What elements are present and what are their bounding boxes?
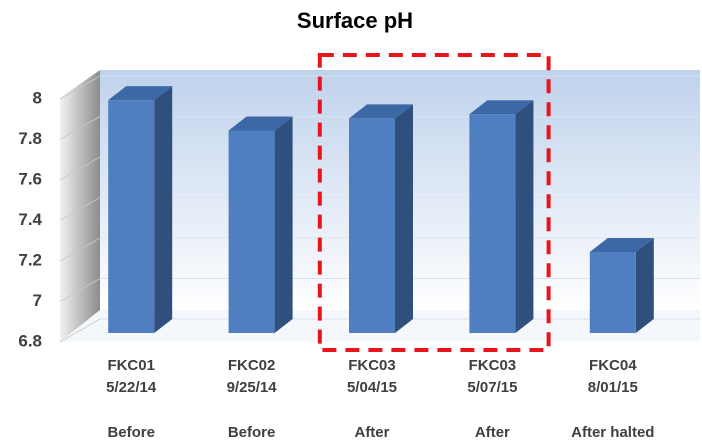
highlight-box — [317, 53, 551, 352]
bar-front — [228, 130, 275, 333]
x-tick-label: FKC01 — [107, 357, 155, 374]
bar-side — [515, 100, 534, 333]
grid-line — [59, 197, 101, 221]
y-tick-label: 7.4 — [18, 210, 42, 229]
group-label: Before — [107, 424, 155, 441]
bar-top — [349, 104, 413, 119]
bar — [589, 238, 654, 333]
x-tick-label: 9/25/14 — [227, 379, 278, 396]
bar-side — [154, 86, 173, 333]
bar-top — [469, 100, 534, 115]
y-tick-label: 7.2 — [18, 250, 42, 269]
y-tick-label: 6.8 — [18, 331, 42, 350]
y-tick-label: 8 — [33, 88, 42, 107]
bar-front — [469, 114, 516, 333]
y-tick-label: 7.8 — [18, 129, 42, 148]
bar-front — [589, 252, 636, 333]
y-tick-label: 7 — [33, 291, 42, 310]
x-tick-label: FKC03 — [469, 357, 517, 374]
group-label: Before — [228, 424, 276, 441]
bar-side — [635, 238, 654, 333]
group-label: After — [475, 424, 510, 441]
bar — [469, 100, 534, 333]
grid-line — [59, 278, 101, 302]
chart-title: Surface pH — [297, 8, 413, 33]
bar-front — [108, 100, 155, 333]
bar-top — [108, 86, 173, 101]
grid-line — [59, 156, 101, 181]
bar-side — [395, 104, 413, 333]
bar-top — [589, 238, 654, 252]
x-tick-label: 5/04/15 — [347, 379, 397, 396]
x-tick-label: 5/07/15 — [467, 379, 517, 396]
grid-line — [59, 75, 101, 100]
bar-side — [274, 116, 293, 333]
x-tick-label: 8/01/15 — [588, 379, 638, 396]
x-tick-label: FKC02 — [228, 357, 276, 374]
grid-line — [59, 237, 101, 262]
x-tick-label: FKC03 — [348, 357, 396, 374]
x-tick-label: 5/22/14 — [106, 379, 157, 396]
x-tick-label: FKC04 — [589, 357, 637, 374]
side-wall — [60, 70, 100, 342]
bar — [349, 104, 413, 333]
bar-front — [349, 118, 395, 333]
y-tick-label: 7.6 — [18, 169, 42, 188]
group-label: After — [354, 424, 389, 441]
group-label: After halted — [571, 424, 654, 441]
bar — [108, 86, 173, 333]
grid-line — [59, 318, 101, 343]
bar — [228, 116, 293, 333]
grid-line — [59, 116, 101, 140]
bar-top — [228, 116, 293, 131]
